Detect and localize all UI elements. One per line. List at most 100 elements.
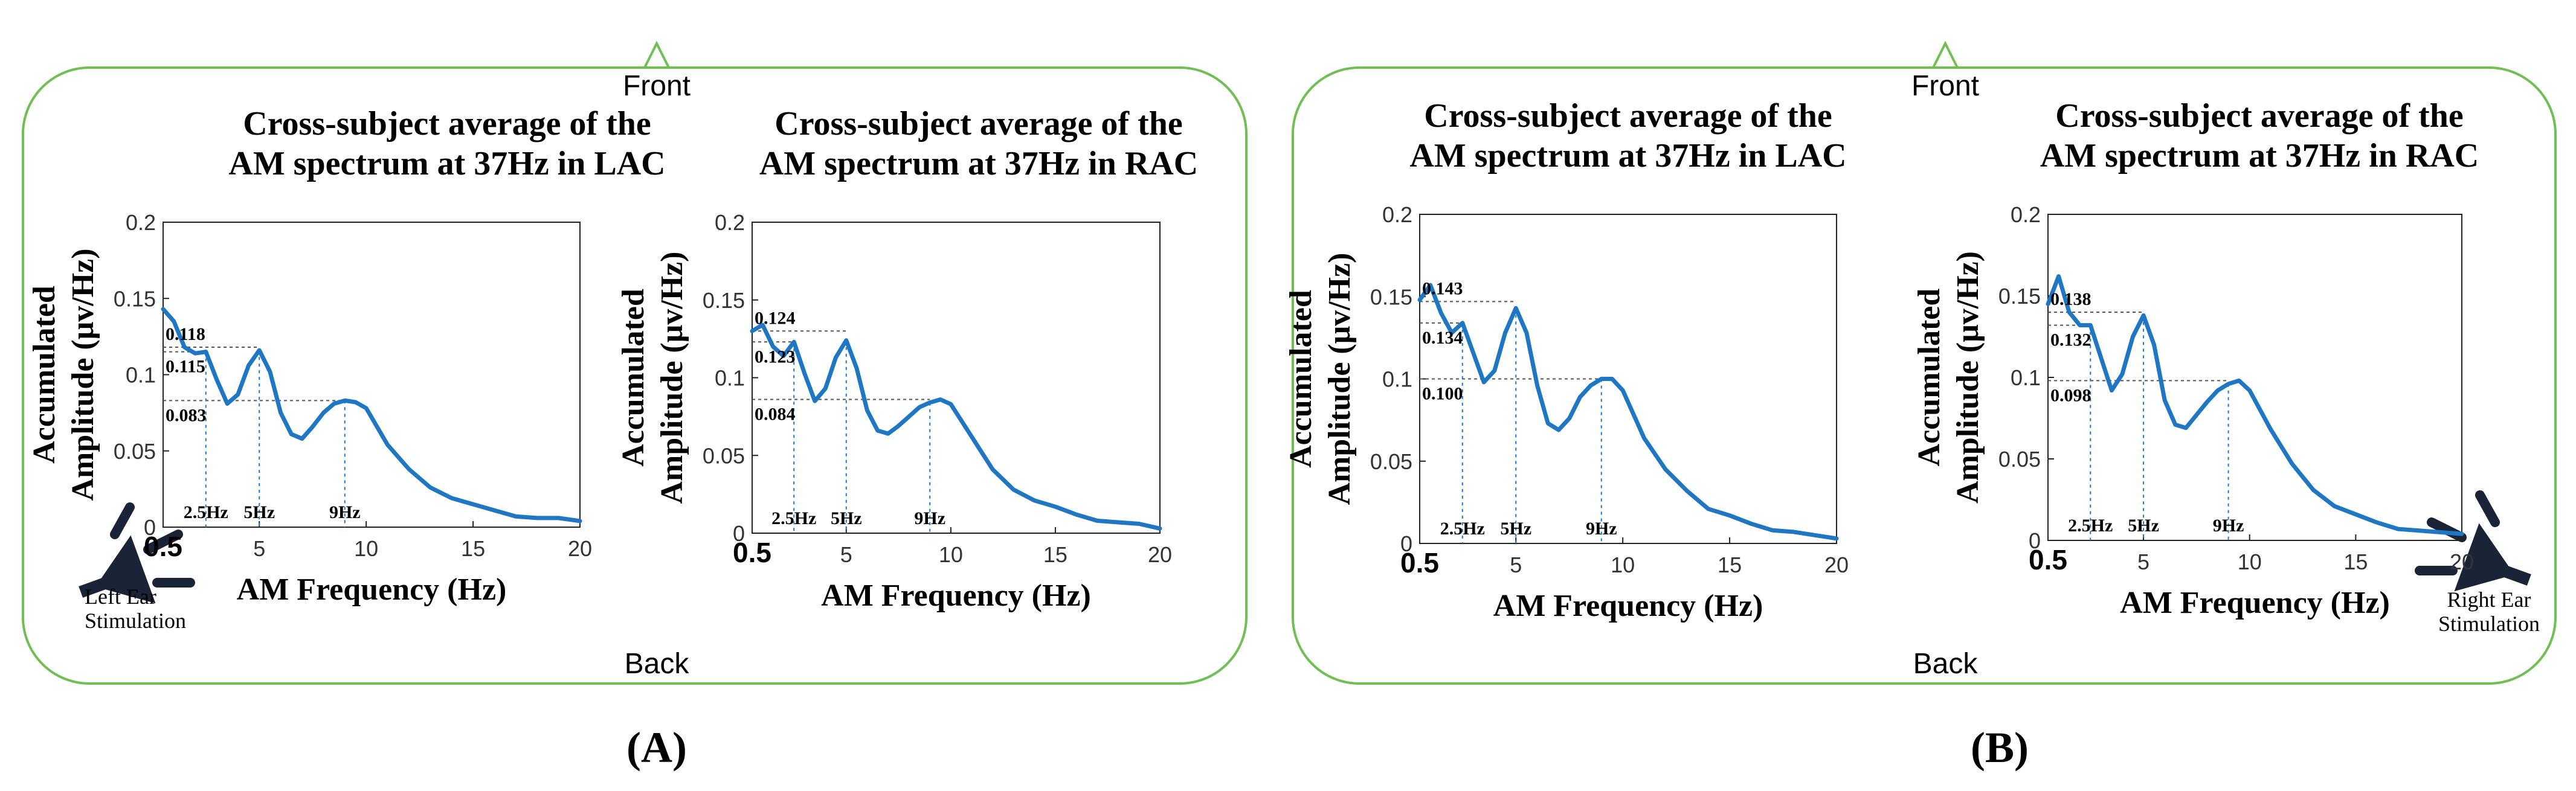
y-tick-label: 0.1 bbox=[715, 366, 745, 391]
y-tick-label: 0 bbox=[2029, 528, 2041, 553]
panel-b: Front Back (B) Right Ear Stimulation Cro… bbox=[1284, 40, 2557, 772]
plot-area bbox=[752, 222, 1161, 534]
y-tick-label: 0.1 bbox=[126, 363, 156, 388]
freq-marker-label: 9Hz bbox=[329, 502, 361, 522]
freq-marker-label: 5Hz bbox=[243, 502, 275, 522]
peak-value-label: 0.138 bbox=[2050, 289, 2091, 309]
front-marker-icon bbox=[1931, 40, 1960, 69]
y-tick-label: 0.2 bbox=[715, 210, 745, 235]
x-tick-label: 15 bbox=[1043, 542, 1067, 567]
front-marker-icon bbox=[642, 40, 671, 69]
freq-marker-label: 2.5Hz bbox=[771, 508, 816, 528]
peak-value-label: 0.124 bbox=[755, 308, 796, 328]
y-tick-label: 0.1 bbox=[1382, 367, 1412, 392]
y-tick-label: 0.05 bbox=[703, 443, 745, 468]
x-tick-label: 10 bbox=[354, 536, 378, 561]
y-tick-label: 0.2 bbox=[2011, 202, 2041, 227]
freq-marker-label: 5Hz bbox=[1500, 519, 1531, 539]
series-line-lac bbox=[161, 307, 582, 524]
x-axis-label: AM Frequency (Hz) bbox=[821, 578, 1091, 613]
y-tick-label: 0.2 bbox=[126, 210, 156, 235]
y-axis-label: Amplitude (μv/Hz) bbox=[66, 248, 100, 501]
series-line-lac bbox=[1417, 283, 1839, 541]
x-tick-label: 0.5 bbox=[1400, 547, 1439, 578]
y-tick-label: 0.1 bbox=[2011, 365, 2041, 390]
x-tick-label: 10 bbox=[2238, 549, 2262, 574]
x-tick-label: 5 bbox=[1510, 552, 1522, 577]
freq-marker-label: 9Hz bbox=[2213, 516, 2244, 536]
y-tick-label: 0.05 bbox=[1998, 447, 2041, 472]
chart-title: AM spectrum at 37Hz in RAC bbox=[2040, 137, 2479, 175]
plot-area bbox=[163, 222, 581, 528]
speaker-label-line2: Stimulation bbox=[2438, 612, 2540, 636]
plot-area bbox=[2047, 214, 2462, 541]
x-tick-label: 20 bbox=[568, 536, 592, 561]
x-tick-label: 5 bbox=[2137, 549, 2149, 574]
x-tick-label: 0.5 bbox=[144, 531, 182, 562]
y-tick-label: 0.15 bbox=[703, 288, 745, 313]
x-tick-label: 0.5 bbox=[2029, 544, 2067, 575]
x-tick-label: 20 bbox=[1824, 552, 1849, 577]
x-tick-label: 10 bbox=[939, 542, 963, 567]
chart-title: Cross-subject average of the bbox=[1424, 97, 1832, 135]
x-axis-label: AM Frequency (Hz) bbox=[1493, 589, 1763, 623]
y-axis-label: Accumulated bbox=[1912, 289, 1946, 467]
speaker-label-line1: Right Ear bbox=[2447, 588, 2531, 612]
front-label: Front bbox=[623, 70, 691, 102]
peak-value-label: 0.123 bbox=[755, 347, 796, 367]
chart-title: Cross-subject average of the bbox=[2055, 97, 2463, 135]
chart-title: AM spectrum at 37Hz in LAC bbox=[228, 145, 665, 182]
freq-marker-label: 5Hz bbox=[831, 508, 862, 528]
y-tick-label: 0.15 bbox=[1370, 284, 1412, 309]
y-tick-label: 0 bbox=[1400, 531, 1412, 556]
x-tick-label: 20 bbox=[2450, 549, 2474, 574]
freq-marker-label: 2.5Hz bbox=[1440, 519, 1485, 539]
x-axis-label: AM Frequency (Hz) bbox=[237, 572, 507, 607]
freq-marker-label: 2.5Hz bbox=[184, 502, 228, 522]
y-tick-label: 0.05 bbox=[114, 439, 156, 464]
x-tick-label: 0.5 bbox=[733, 537, 771, 568]
y-axis-label: Amplitude (μv/Hz) bbox=[655, 251, 689, 504]
freq-marker-label: 9Hz bbox=[1586, 519, 1617, 539]
y-tick-label: 0 bbox=[144, 515, 156, 540]
chart-title: Cross-subject average of the bbox=[243, 105, 651, 143]
series-line-rac bbox=[750, 322, 1162, 531]
freq-marker-label: 9Hz bbox=[914, 508, 945, 528]
chart-title: AM spectrum at 37Hz in LAC bbox=[1409, 137, 1846, 175]
x-tick-label: 10 bbox=[1611, 552, 1635, 577]
panel-a: Front Back (A) Left Ear Stimulation Cros… bbox=[22, 40, 1248, 772]
peak-value-label: 0.143 bbox=[1422, 278, 1463, 298]
peak-value-label: 0.132 bbox=[2050, 330, 2091, 350]
back-label: Back bbox=[1913, 648, 1979, 680]
x-axis-label: AM Frequency (Hz) bbox=[2120, 586, 2390, 620]
freq-marker-label: 2.5Hz bbox=[2068, 516, 2113, 536]
y-tick-label: 0.15 bbox=[114, 286, 156, 311]
y-axis-label: Accumulated bbox=[616, 289, 651, 467]
y-axis-label: Accumulated bbox=[1284, 290, 1318, 468]
y-tick-label: 0 bbox=[733, 521, 745, 546]
y-axis-label: Accumulated bbox=[27, 286, 62, 464]
peak-value-label: 0.118 bbox=[166, 324, 205, 344]
y-tick-label: 0.15 bbox=[1998, 284, 2041, 309]
x-tick-label: 15 bbox=[461, 536, 485, 561]
speaker-label-line1: Left Ear bbox=[85, 584, 156, 609]
peak-value-label: 0.083 bbox=[166, 405, 207, 425]
panel-caption: (B) bbox=[1971, 723, 2029, 772]
peak-value-label: 0.098 bbox=[2050, 385, 2091, 405]
panel-caption: (A) bbox=[626, 723, 687, 772]
x-tick-label: 15 bbox=[1718, 552, 1742, 577]
front-label: Front bbox=[1911, 70, 1979, 102]
back-label: Back bbox=[625, 648, 690, 680]
chart-title: Cross-subject average of the bbox=[774, 105, 1182, 143]
series-line-rac bbox=[2046, 274, 2464, 536]
peak-value-label: 0.084 bbox=[755, 405, 796, 424]
panel-a-frame bbox=[22, 66, 1248, 685]
x-tick-label: 5 bbox=[253, 536, 265, 561]
chart-title: AM spectrum at 37Hz in RAC bbox=[759, 145, 1198, 182]
freq-marker-label: 5Hz bbox=[2128, 516, 2159, 536]
